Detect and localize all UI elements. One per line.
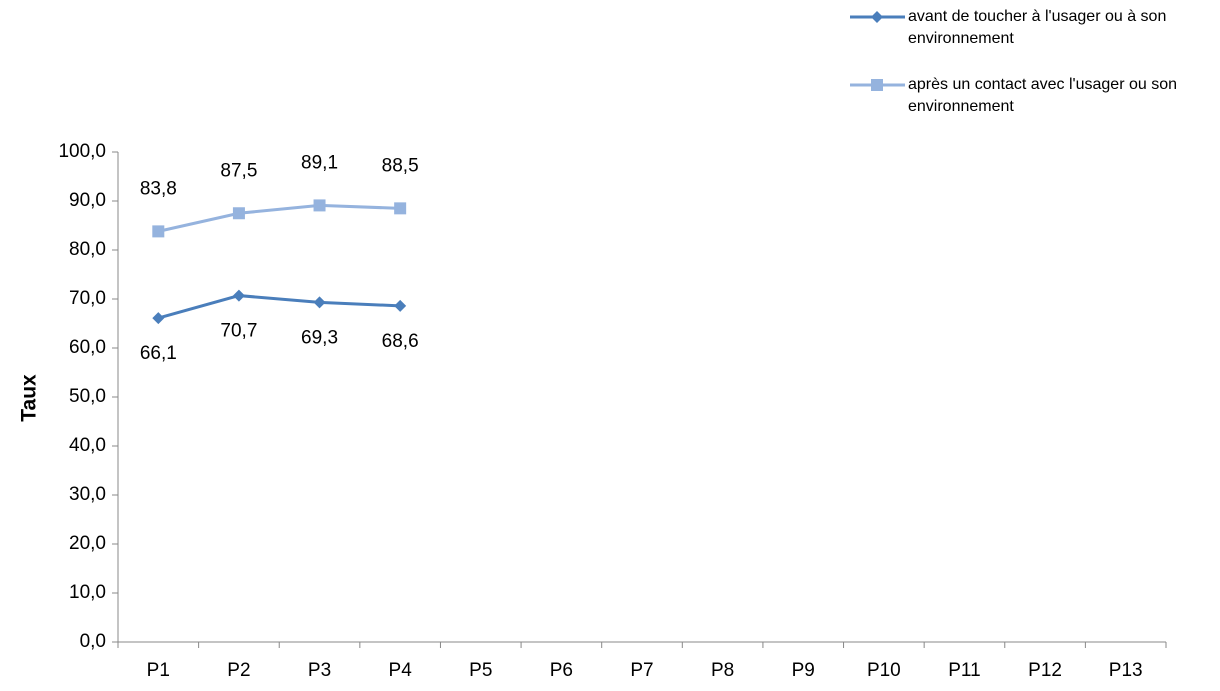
marker [871, 11, 883, 23]
marker [152, 312, 165, 325]
y-tick-label: 20,0 [69, 533, 106, 554]
x-tick-label: P5 [469, 660, 492, 681]
series-line [157, 294, 401, 320]
data-label: 68,6 [382, 331, 419, 352]
x-tick-label: P11 [948, 660, 980, 681]
data-label: 89,1 [301, 152, 338, 173]
marker [871, 79, 883, 91]
y-tick-label: 90,0 [69, 190, 106, 211]
x-tick-label: P10 [867, 660, 901, 681]
y-tick-label: 30,0 [69, 484, 106, 505]
marker [232, 207, 245, 220]
x-tick-label: P1 [147, 660, 170, 681]
legend-label: avant de toucher à l'usager ou à son env… [908, 8, 1167, 47]
y-tick-label: 70,0 [69, 288, 106, 309]
x-tick-label: P6 [550, 660, 573, 681]
marker [394, 299, 407, 312]
y-tick-label: 50,0 [69, 386, 106, 407]
data-label: 87,5 [220, 160, 257, 181]
marker [313, 199, 326, 212]
data-label: 83,8 [140, 178, 177, 199]
legend-label: après un contact avec l'usager ou son en… [908, 76, 1177, 115]
x-tick-label: P9 [792, 660, 815, 681]
y-tick-label: 0,0 [80, 631, 106, 652]
marker [152, 225, 165, 238]
data-label: 88,5 [382, 155, 419, 176]
y-axis-label: Taux [18, 374, 41, 422]
y-tick-label: 100,0 [58, 141, 106, 162]
marker [232, 289, 245, 302]
x-tick-label: P4 [389, 660, 413, 681]
data-label: 69,3 [301, 327, 338, 348]
data-label: 66,1 [140, 343, 177, 364]
series-line [157, 203, 401, 233]
marker [313, 296, 326, 309]
x-tick-label: P8 [711, 660, 734, 681]
data-label: 70,7 [220, 321, 257, 342]
y-tick-label: 60,0 [69, 337, 106, 358]
x-tick-label: P2 [227, 660, 250, 681]
marker [394, 202, 407, 215]
x-tick-label: P12 [1028, 660, 1062, 681]
y-tick-label: 10,0 [69, 582, 106, 603]
y-tick-label: 40,0 [69, 435, 106, 456]
x-tick-label: P13 [1109, 660, 1143, 681]
x-tick-label: P7 [630, 660, 653, 681]
x-tick-label: P3 [308, 660, 331, 681]
y-tick-label: 80,0 [69, 239, 106, 260]
